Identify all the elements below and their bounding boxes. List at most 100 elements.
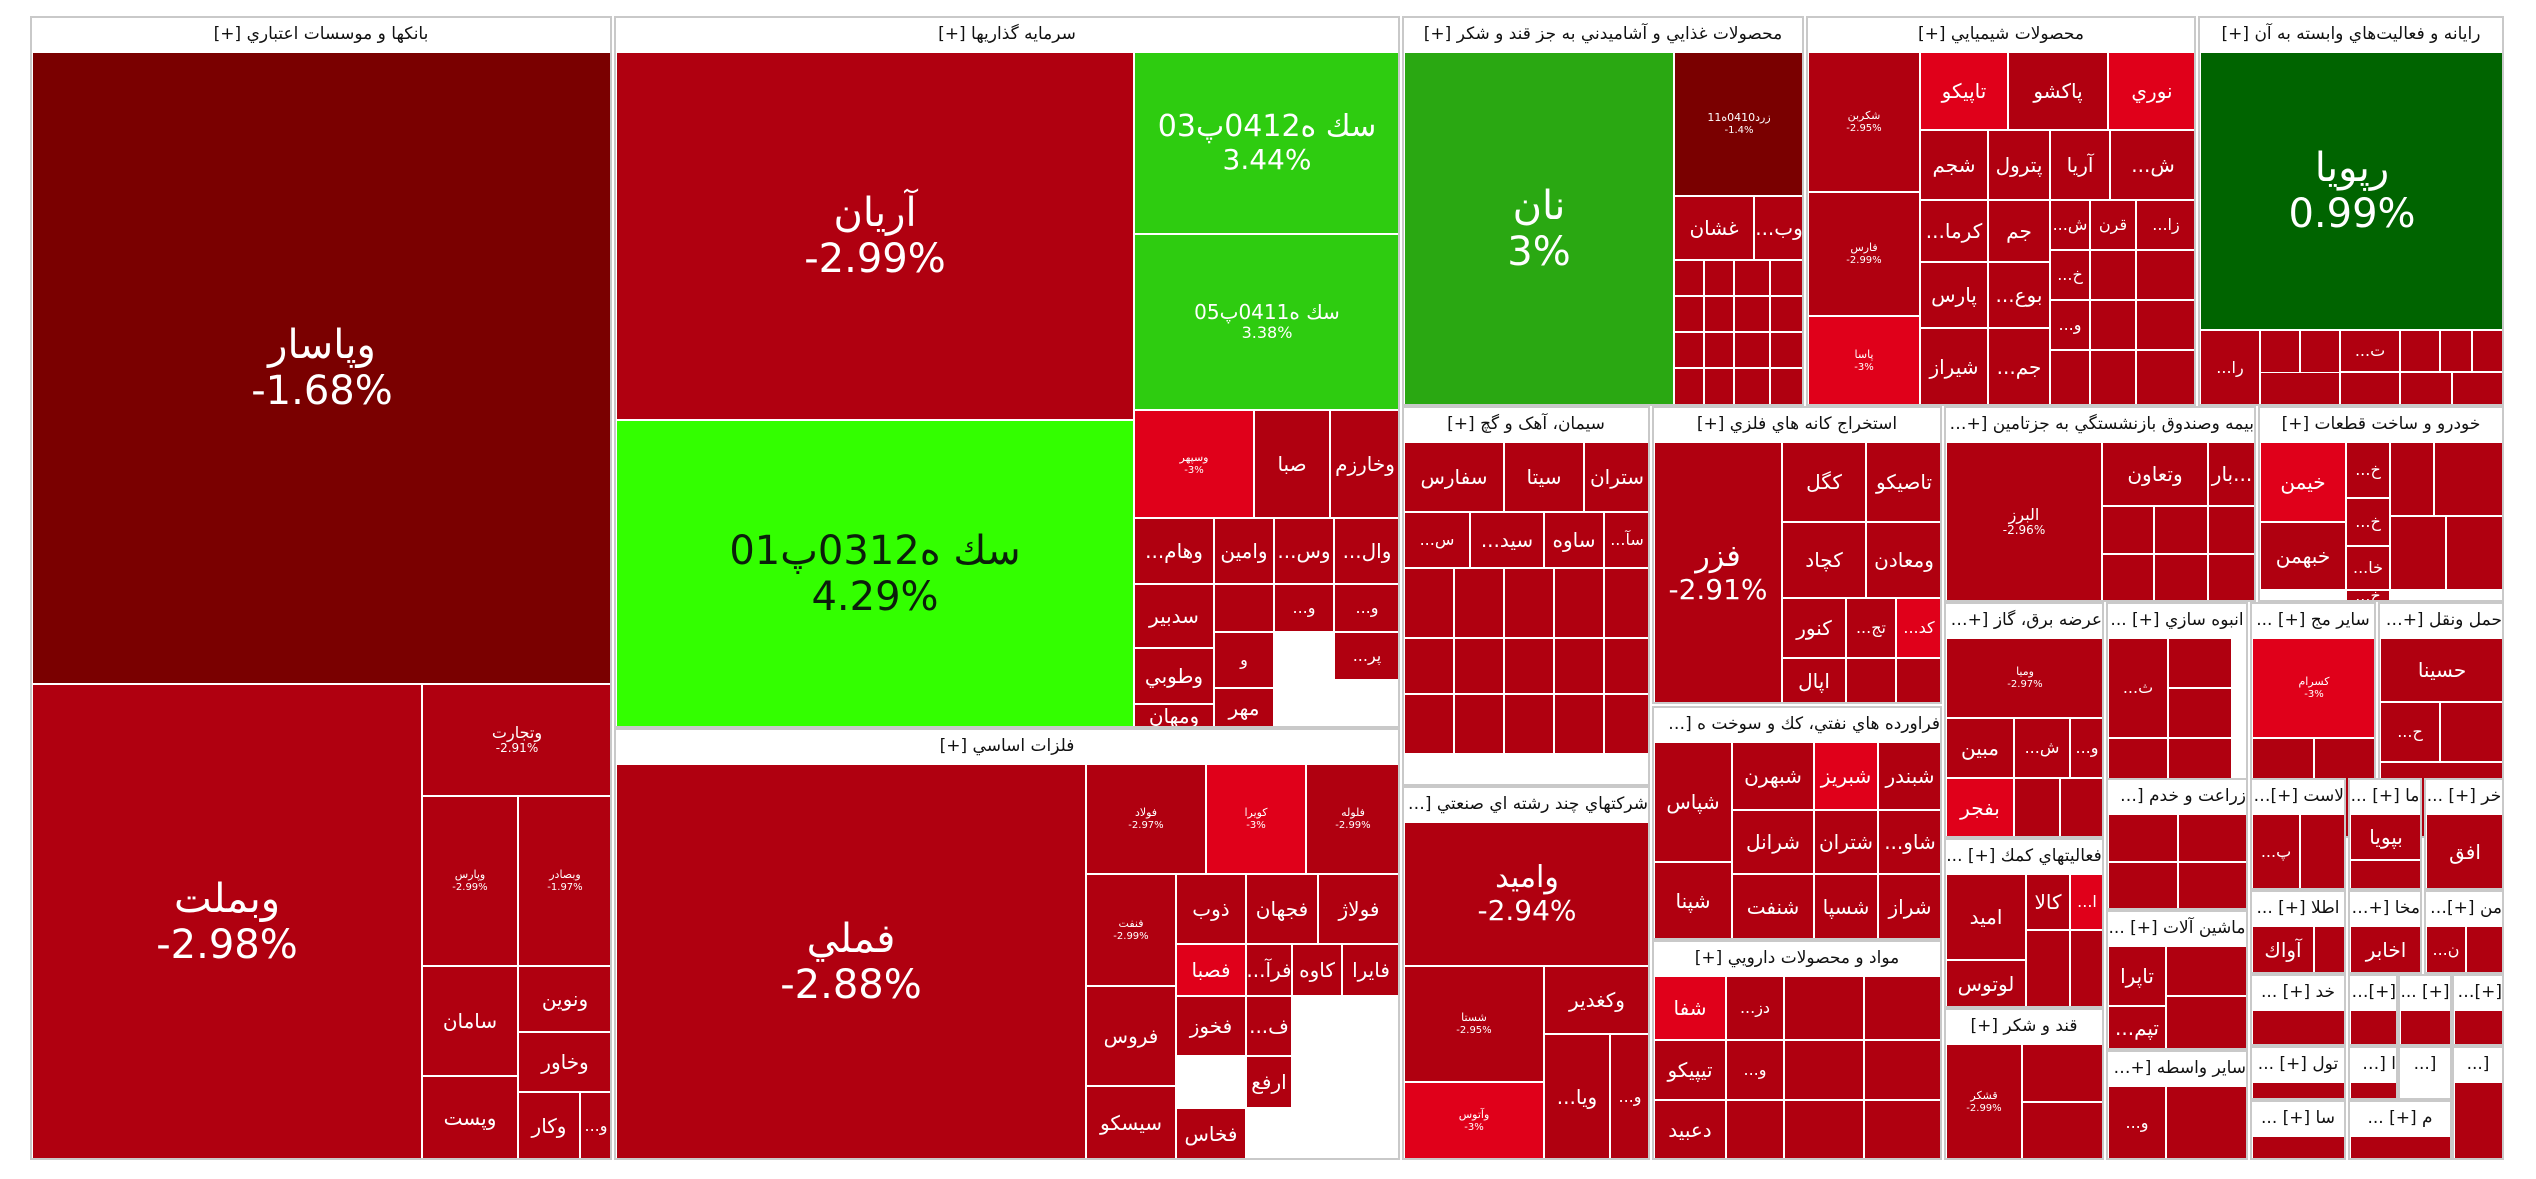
company-tile[interactable]: سدبير (1134, 584, 1214, 648)
small-company-tile[interactable] (1734, 260, 1770, 296)
small-company-tile[interactable] (2022, 1044, 2102, 1102)
company-tile[interactable]: كنور (1782, 598, 1846, 658)
company-tile[interactable]: شتران (1814, 810, 1878, 874)
company-tile[interactable]: شبندر (1878, 742, 1940, 810)
company-tile[interactable]: وخاور (518, 1032, 610, 1092)
small-company-tile[interactable] (2400, 330, 2440, 372)
company-tile[interactable]: فرآ... (1246, 944, 1292, 996)
small-company-tile[interactable] (2440, 702, 2502, 762)
small-company-tile[interactable] (2340, 372, 2400, 404)
company-tile[interactable]: شرانل (1732, 810, 1814, 874)
small-company-tile[interactable] (2390, 442, 2434, 516)
company-tile[interactable]: رپويا 0.99% (2200, 52, 2502, 330)
small-company-tile[interactable] (1504, 568, 1554, 638)
company-tile[interactable]: و (1214, 632, 1274, 688)
sector-header[interactable]: ساير واسطه [+] ... (2108, 1052, 2246, 1084)
company-tile[interactable]: آريان -2.99% (616, 52, 1134, 420)
small-company-tile[interactable] (1734, 368, 1770, 404)
company-tile[interactable]: س... (1404, 512, 1470, 568)
company-tile[interactable]: ونوين (518, 966, 610, 1032)
small-company-tile[interactable] (2166, 946, 2246, 996)
company-tile[interactable]: پترول (1988, 130, 2050, 200)
company-tile[interactable]: نوري (2108, 52, 2194, 130)
company-tile[interactable]: خيمن (2260, 442, 2346, 522)
small-company-tile[interactable] (1704, 296, 1734, 332)
small-company-tile[interactable] (1604, 568, 1648, 638)
company-tile[interactable]: وتعاون (2102, 442, 2208, 506)
company-tile[interactable]: شراز (1878, 874, 1940, 938)
company-tile[interactable]: فزر -2.91% (1654, 442, 1782, 702)
company-tile[interactable]: ح... (2380, 702, 2440, 762)
small-company-tile[interactable] (2102, 554, 2154, 600)
small-company-tile[interactable] (2026, 930, 2070, 1006)
company-tile[interactable]: اميد (1946, 874, 2026, 960)
small-company-tile[interactable] (2154, 506, 2208, 554)
sector-header[interactable]: لاست [+] ... (2252, 780, 2344, 812)
sector-header[interactable]: بانکها و موسسات اعتباري [+] (32, 18, 610, 50)
small-company-tile[interactable] (2022, 1102, 2102, 1158)
company-tile[interactable]: و... (1334, 584, 1398, 632)
company-tile[interactable]: ستران (1584, 442, 1648, 512)
company-tile[interactable]: كگل (1782, 442, 1866, 522)
company-tile[interactable]: تاپرا (2108, 946, 2166, 1006)
sector-header[interactable]: م [+] ... (2350, 1102, 2450, 1134)
company-tile[interactable]: شجم (1920, 130, 1988, 200)
company-tile[interactable]: وميا -2.97% (1946, 638, 2102, 718)
sector-header[interactable]: استخراج کانه هاي فلزي [+] (1654, 408, 1940, 440)
company-tile[interactable]: وس... (1274, 518, 1334, 584)
small-company-tile[interactable] (1674, 368, 1704, 404)
company-tile[interactable]: ذوب (1176, 874, 1246, 944)
small-company-tile[interactable] (2300, 814, 2344, 888)
small-company-tile[interactable] (2168, 688, 2232, 738)
company-tile[interactable]: ساوه (1544, 512, 1604, 568)
company-tile[interactable]: كالا (2026, 874, 2070, 930)
company-tile[interactable]: سيسكو (1086, 1086, 1176, 1158)
company-tile[interactable]: فنفت -2.99% (1086, 874, 1176, 986)
small-company-tile[interactable] (2350, 1082, 2396, 1098)
sector-header[interactable]: فراورده هاي نفتي، كك و سوخت ه [+] ... (1654, 708, 1940, 740)
company-tile[interactable]: حسينا (2380, 638, 2502, 702)
small-company-tile[interactable] (2090, 350, 2136, 404)
company-tile[interactable]: زا... (2136, 200, 2194, 250)
small-company-tile[interactable] (1404, 694, 1454, 754)
small-company-tile[interactable] (1454, 638, 1504, 694)
company-tile[interactable]: تيپيكو (1654, 1040, 1726, 1100)
company-tile[interactable]: سامان (422, 966, 518, 1076)
sector-header[interactable]: فلزات اساسي [+] (616, 730, 1398, 762)
small-company-tile[interactable] (1674, 332, 1704, 368)
small-company-tile[interactable] (2350, 1010, 2396, 1044)
small-company-tile[interactable] (1896, 658, 1940, 702)
small-company-tile[interactable] (2434, 442, 2502, 516)
company-tile[interactable]: كاوه (1292, 944, 1342, 996)
small-company-tile[interactable] (2466, 926, 2502, 972)
small-company-tile[interactable] (2350, 860, 2420, 888)
company-tile[interactable]: و... (1726, 1040, 1784, 1100)
company-tile[interactable]: واميد -2.94% (1404, 822, 1648, 966)
company-tile[interactable]: فجهان (1246, 874, 1318, 944)
company-tile[interactable]: ومهان (1134, 704, 1214, 726)
small-company-tile[interactable] (1504, 638, 1554, 694)
company-tile[interactable]: وكار (518, 1092, 580, 1158)
company-tile[interactable]: ث... (2108, 638, 2168, 738)
small-company-tile[interactable] (2014, 778, 2060, 836)
small-company-tile[interactable] (1784, 1040, 1864, 1100)
company-tile[interactable]: وهام... (1134, 518, 1214, 584)
company-tile[interactable]: را... (2200, 330, 2260, 404)
company-tile[interactable]: شبهرن (1732, 742, 1814, 810)
sector-header[interactable]: خد [+] ... (2252, 976, 2344, 1008)
company-tile[interactable]: بفجر (1946, 778, 2014, 836)
sector-header[interactable]: محصولات شيميايي [+] (1808, 18, 2194, 50)
sector-header[interactable]: [+] ... (2400, 976, 2450, 1008)
small-company-tile[interactable] (2154, 554, 2208, 600)
small-company-tile[interactable] (1674, 296, 1704, 332)
company-tile[interactable]: سك ه0411پ05 3.38% (1134, 234, 1398, 410)
sector-header[interactable]: عرضه برق، گاز [+] ... (1946, 604, 2102, 636)
company-tile[interactable]: كسرام -3% (2252, 638, 2374, 738)
company-tile[interactable]: سك ه0312پ01 4.29% (616, 420, 1134, 726)
small-company-tile[interactable] (2102, 506, 2154, 554)
company-tile[interactable]: جم... (1988, 328, 2050, 404)
company-tile[interactable]: مبين (1946, 718, 2014, 778)
small-company-tile[interactable] (2050, 350, 2090, 404)
sector-header[interactable]: بيمه وصندوق بازنشستگي به جزتامين [+] ... (1946, 408, 2254, 440)
sector-header[interactable]: ا [+] ... (2350, 1048, 2396, 1080)
